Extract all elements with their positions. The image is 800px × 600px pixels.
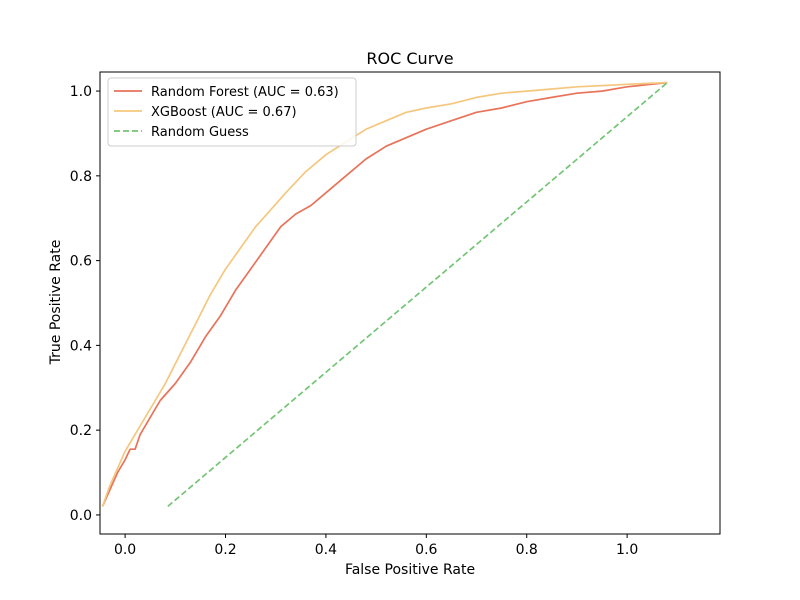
y-axis-label: True Positive Rate [48,240,64,366]
series-line-2 [167,81,668,508]
y-tick-label: 0.4 [70,338,92,354]
legend: Random Forest (AUC = 0.63) XGBoost (AUC =… [107,77,357,147]
y-tick-label: 0.8 [70,169,92,185]
legend-box [107,77,357,147]
plot-area [101,81,668,508]
x-tick-label: 1.0 [616,542,638,558]
axes-frame [99,71,721,535]
y-tick-label: 0.6 [70,254,92,270]
series-line-0 [101,81,668,507]
chart-title: ROC Curve [366,49,453,68]
legend-label-0: Random Forest (AUC = 0.63) [151,85,339,100]
y-tick-label: 0.2 [70,423,92,439]
x-tick-label: 0.0 [114,542,136,558]
x-tick-label: 0.4 [315,542,337,558]
series-line-1 [101,81,668,507]
x-tick-label: 0.2 [214,542,236,558]
x-axis-label: False Positive Rate [345,562,475,578]
y-tick-label: 0.0 [70,508,92,524]
axes: 0.0 0.2 0.4 0.6 0.8 1.0 0.0 0.2 0.4 0.6 0.8 1.0 [70,71,721,558]
legend-label-1: XGBoost (AUC = 0.67) [151,105,297,120]
x-tick-label: 0.8 [516,542,538,558]
x-tick-label: 0.6 [415,542,437,558]
y-tick-label: 1.0 [70,84,92,100]
legend-label-2: Random Guess [151,125,249,140]
